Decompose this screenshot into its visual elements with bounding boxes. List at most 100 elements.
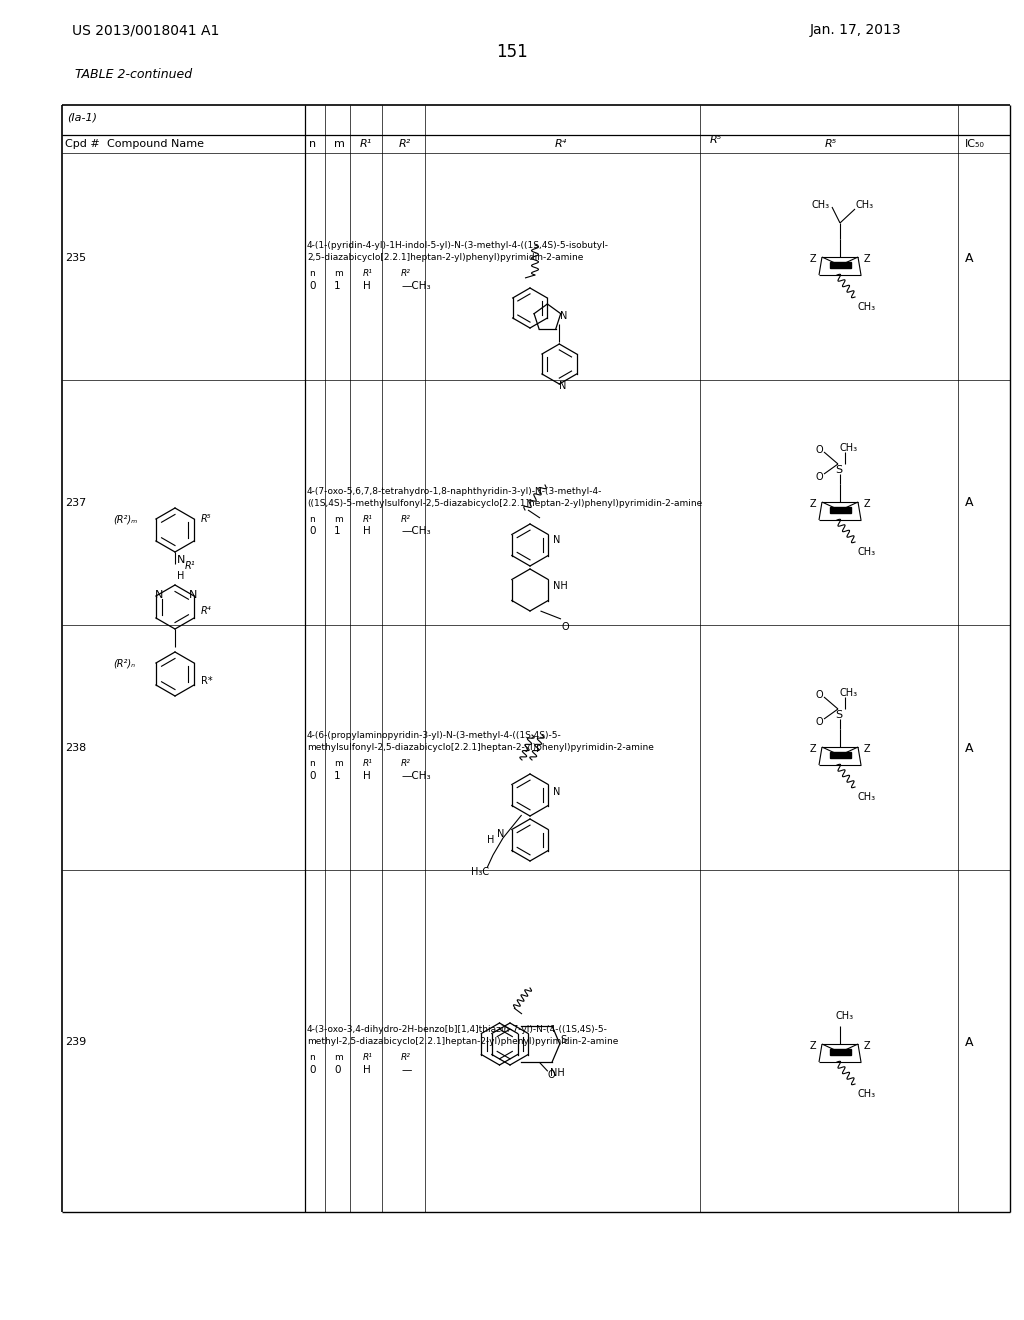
- Text: S: S: [835, 465, 842, 475]
- Text: H: H: [362, 771, 371, 781]
- Text: Jan. 17, 2013: Jan. 17, 2013: [810, 22, 901, 37]
- Text: 238: 238: [65, 743, 86, 752]
- Text: m: m: [334, 269, 343, 279]
- Text: N: N: [559, 381, 566, 391]
- Text: Z: Z: [810, 253, 816, 264]
- Text: O: O: [561, 622, 568, 632]
- Text: CH₃: CH₃: [857, 546, 876, 557]
- Text: n: n: [309, 269, 314, 279]
- Text: H: H: [362, 525, 371, 536]
- Text: Z: Z: [863, 744, 870, 754]
- Text: N: N: [155, 590, 163, 599]
- Text: Z: Z: [810, 499, 816, 510]
- Text: Z: Z: [810, 744, 816, 754]
- Text: n: n: [309, 515, 314, 524]
- Text: N: N: [553, 787, 560, 797]
- Text: N: N: [189, 590, 198, 599]
- Text: 151: 151: [496, 44, 528, 61]
- Text: CH₃: CH₃: [835, 1011, 853, 1020]
- Text: R⁴: R⁴: [555, 139, 567, 149]
- Text: Z: Z: [810, 1041, 816, 1051]
- Polygon shape: [829, 261, 851, 268]
- Text: R²: R²: [399, 139, 412, 149]
- Text: methyl-2,5-diazabicyclo[2.2.1]heptan-2-yl)phenyl)pyrimidin-2-amine: methyl-2,5-diazabicyclo[2.2.1]heptan-2-y…: [307, 1038, 618, 1047]
- Text: A: A: [965, 1035, 974, 1048]
- Text: 4-(6-(propylaminopyridin-3-yl)-N-(3-methyl-4-((1S,4S)-5-: 4-(6-(propylaminopyridin-3-yl)-N-(3-meth…: [307, 731, 562, 741]
- Polygon shape: [829, 1049, 851, 1055]
- Text: 4-(1-(pyridin-4-yl)-1H-indol-5-yl)-N-(3-methyl-4-((1S,4S)-5-isobutyl-: 4-(1-(pyridin-4-yl)-1H-indol-5-yl)-N-(3-…: [307, 242, 609, 251]
- Text: A: A: [965, 496, 974, 510]
- Text: Z: Z: [863, 499, 870, 510]
- Text: 1: 1: [334, 771, 341, 781]
- Text: CH₃: CH₃: [857, 302, 876, 312]
- Text: N: N: [177, 554, 185, 565]
- Text: A: A: [965, 742, 974, 755]
- Text: 4-(3-oxo-3,4-dihydro-2H-benzo[b][1,4]thiazin-7-yl)-N-(4-((1S,4S)-5-: 4-(3-oxo-3,4-dihydro-2H-benzo[b][1,4]thi…: [307, 1026, 608, 1035]
- Text: S: S: [560, 1035, 566, 1045]
- Text: IC₅₀: IC₅₀: [965, 139, 985, 149]
- Text: O: O: [816, 717, 823, 727]
- Text: H: H: [487, 836, 495, 845]
- Text: 2,5-diazabicyclo[2.2.1]heptan-2-yl)phenyl)pyrimidin-2-amine: 2,5-diazabicyclo[2.2.1]heptan-2-yl)pheny…: [307, 253, 584, 263]
- Text: NH: NH: [550, 1068, 564, 1078]
- Text: n: n: [309, 759, 314, 768]
- Text: (R²)ₘ: (R²)ₘ: [113, 513, 137, 524]
- Text: 1: 1: [334, 525, 341, 536]
- Text: H₃C: H₃C: [471, 867, 489, 876]
- Text: (R²)ₙ: (R²)ₙ: [113, 657, 135, 668]
- Text: Compound Name: Compound Name: [106, 139, 204, 149]
- Text: R⁵: R⁵: [201, 513, 212, 524]
- Text: 0: 0: [309, 525, 315, 536]
- Text: CH₃: CH₃: [857, 792, 876, 803]
- Text: R⁵: R⁵: [825, 139, 838, 149]
- Polygon shape: [829, 507, 851, 513]
- Text: O: O: [816, 445, 823, 455]
- Text: A: A: [965, 252, 974, 264]
- Text: Z: Z: [863, 253, 870, 264]
- Polygon shape: [829, 752, 851, 758]
- Text: R¹: R¹: [362, 515, 373, 524]
- Text: Z: Z: [863, 1041, 870, 1051]
- Text: R²: R²: [401, 759, 411, 768]
- Text: methylsulfonyl-2,5-diazabicyclo[2.2.1]heptan-2-yl)phenyl)pyrimidin-2-amine: methylsulfonyl-2,5-diazabicyclo[2.2.1]he…: [307, 743, 654, 752]
- Text: —CH₃: —CH₃: [401, 281, 431, 290]
- Text: CH₃: CH₃: [840, 444, 858, 453]
- Text: O: O: [816, 473, 823, 482]
- Text: US 2013/0018041 A1: US 2013/0018041 A1: [72, 22, 219, 37]
- Text: H: H: [177, 572, 184, 581]
- Text: O: O: [816, 690, 823, 700]
- Text: 0: 0: [309, 771, 315, 781]
- Text: 239: 239: [65, 1038, 86, 1047]
- Text: NH: NH: [553, 581, 567, 591]
- Text: R*: R*: [201, 676, 213, 685]
- Text: S: S: [835, 710, 842, 719]
- Text: H: H: [362, 281, 371, 290]
- Text: N: N: [553, 535, 560, 545]
- Text: 0: 0: [334, 1065, 341, 1074]
- Text: 0: 0: [309, 1065, 315, 1074]
- Text: 237: 237: [65, 498, 86, 508]
- Text: 235: 235: [65, 253, 86, 263]
- Text: O: O: [548, 1071, 555, 1081]
- Text: m: m: [334, 1053, 343, 1063]
- Text: CH₃: CH₃: [840, 688, 858, 698]
- Text: CH₃: CH₃: [856, 201, 874, 210]
- Text: R⁴: R⁴: [201, 606, 212, 616]
- Text: n: n: [309, 139, 316, 149]
- Text: m: m: [334, 139, 345, 149]
- Text: H: H: [362, 1065, 371, 1074]
- Text: —CH₃: —CH₃: [401, 771, 431, 781]
- Text: ((1S,4S)-5-methylsulfonyl-2,5-diazabicyclo[2.2.1]heptan-2-yl)phenyl)pyrimidin-2-: ((1S,4S)-5-methylsulfonyl-2,5-diazabicyc…: [307, 499, 702, 507]
- Text: m: m: [334, 515, 343, 524]
- Text: Cpd #: Cpd #: [65, 139, 99, 149]
- Text: 1: 1: [334, 281, 341, 290]
- Text: R¹: R¹: [185, 561, 196, 572]
- Text: —: —: [401, 1065, 412, 1074]
- Text: R²: R²: [401, 515, 411, 524]
- Text: —CH₃: —CH₃: [401, 525, 431, 536]
- Text: R⁵: R⁵: [710, 135, 722, 145]
- Text: N: N: [497, 829, 505, 840]
- Text: R²: R²: [401, 269, 411, 279]
- Text: N: N: [560, 312, 567, 321]
- Text: CH₃: CH₃: [857, 1089, 876, 1100]
